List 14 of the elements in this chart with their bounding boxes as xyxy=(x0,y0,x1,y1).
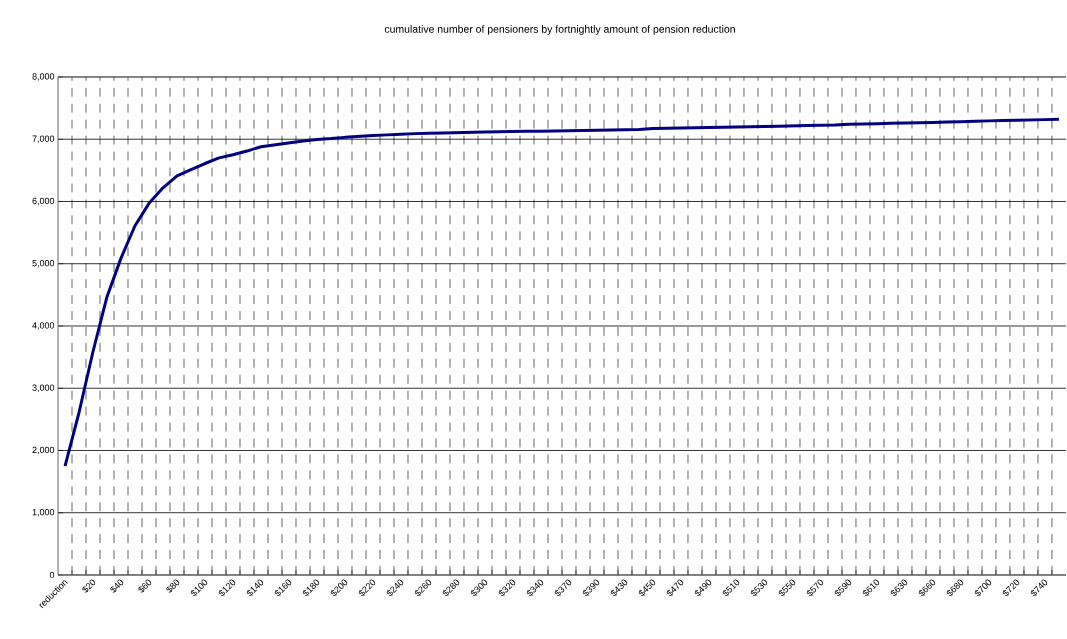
x-tick-label: $80 xyxy=(166,579,180,593)
y-tick-label: 8,000 xyxy=(32,73,55,81)
y-tick-label: 3,000 xyxy=(32,384,55,392)
y-tick-label: 7,000 xyxy=(32,135,55,143)
chart-title: cumulative number of pensioners by fortnightly amount of pension reduction xyxy=(384,25,735,35)
x-tick-label: $40 xyxy=(110,579,124,593)
y-tick-label: 2,000 xyxy=(32,446,55,455)
y-tick-label: 4,000 xyxy=(32,322,55,330)
y-tick-label: 6,000 xyxy=(32,197,55,206)
y-tick-label: 0 xyxy=(49,571,55,579)
y-tick-label: 5,000 xyxy=(32,260,55,268)
x-tick-label: $20 xyxy=(82,579,96,593)
y-tick-label: 1,000 xyxy=(32,509,55,517)
x-tick-label: $60 xyxy=(138,579,152,593)
